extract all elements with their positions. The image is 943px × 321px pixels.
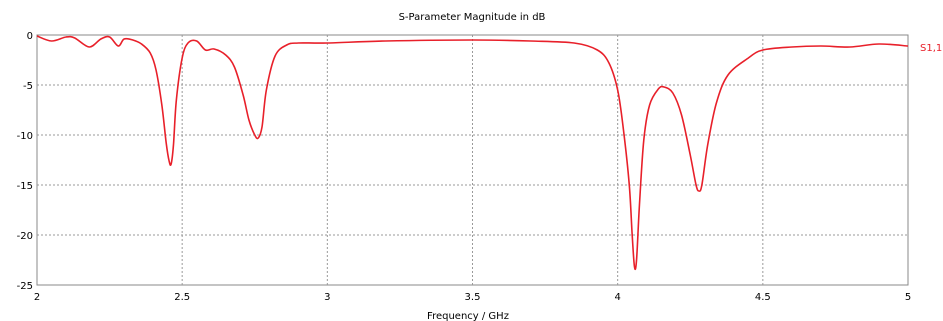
x-tick-label: 3.5 [465,292,481,303]
x-tick-label: 5 [905,292,911,303]
x-tick-label: 2.5 [174,292,190,303]
x-axis-ticks: 2 2.5 3 3.5 4 4.5 5 [34,292,911,303]
y-tick-label: -20 [17,231,33,242]
chart-title: S-Parameter Magnitude in dB [399,12,546,23]
x-tick-label: 2 [34,292,40,303]
grid-lines [37,35,908,285]
y-tick-label: 0 [27,31,33,42]
x-axis-label: Frequency / GHz [427,311,509,321]
y-axis-ticks: 0 -5 -10 -15 -20 -25 [17,31,33,292]
legend-entry-s11: S1,1 [920,43,942,54]
y-tick-label: -5 [23,81,33,92]
series-layer [36,35,909,271]
y-tick-label: -25 [17,281,33,292]
y-tick-label: -10 [17,131,33,142]
x-tick-label: 4 [614,292,620,303]
x-tick-label: 4.5 [755,292,771,303]
x-tick-label: 3 [324,292,330,303]
y-tick-label: -15 [17,181,33,192]
series-line-s11 [36,35,909,271]
